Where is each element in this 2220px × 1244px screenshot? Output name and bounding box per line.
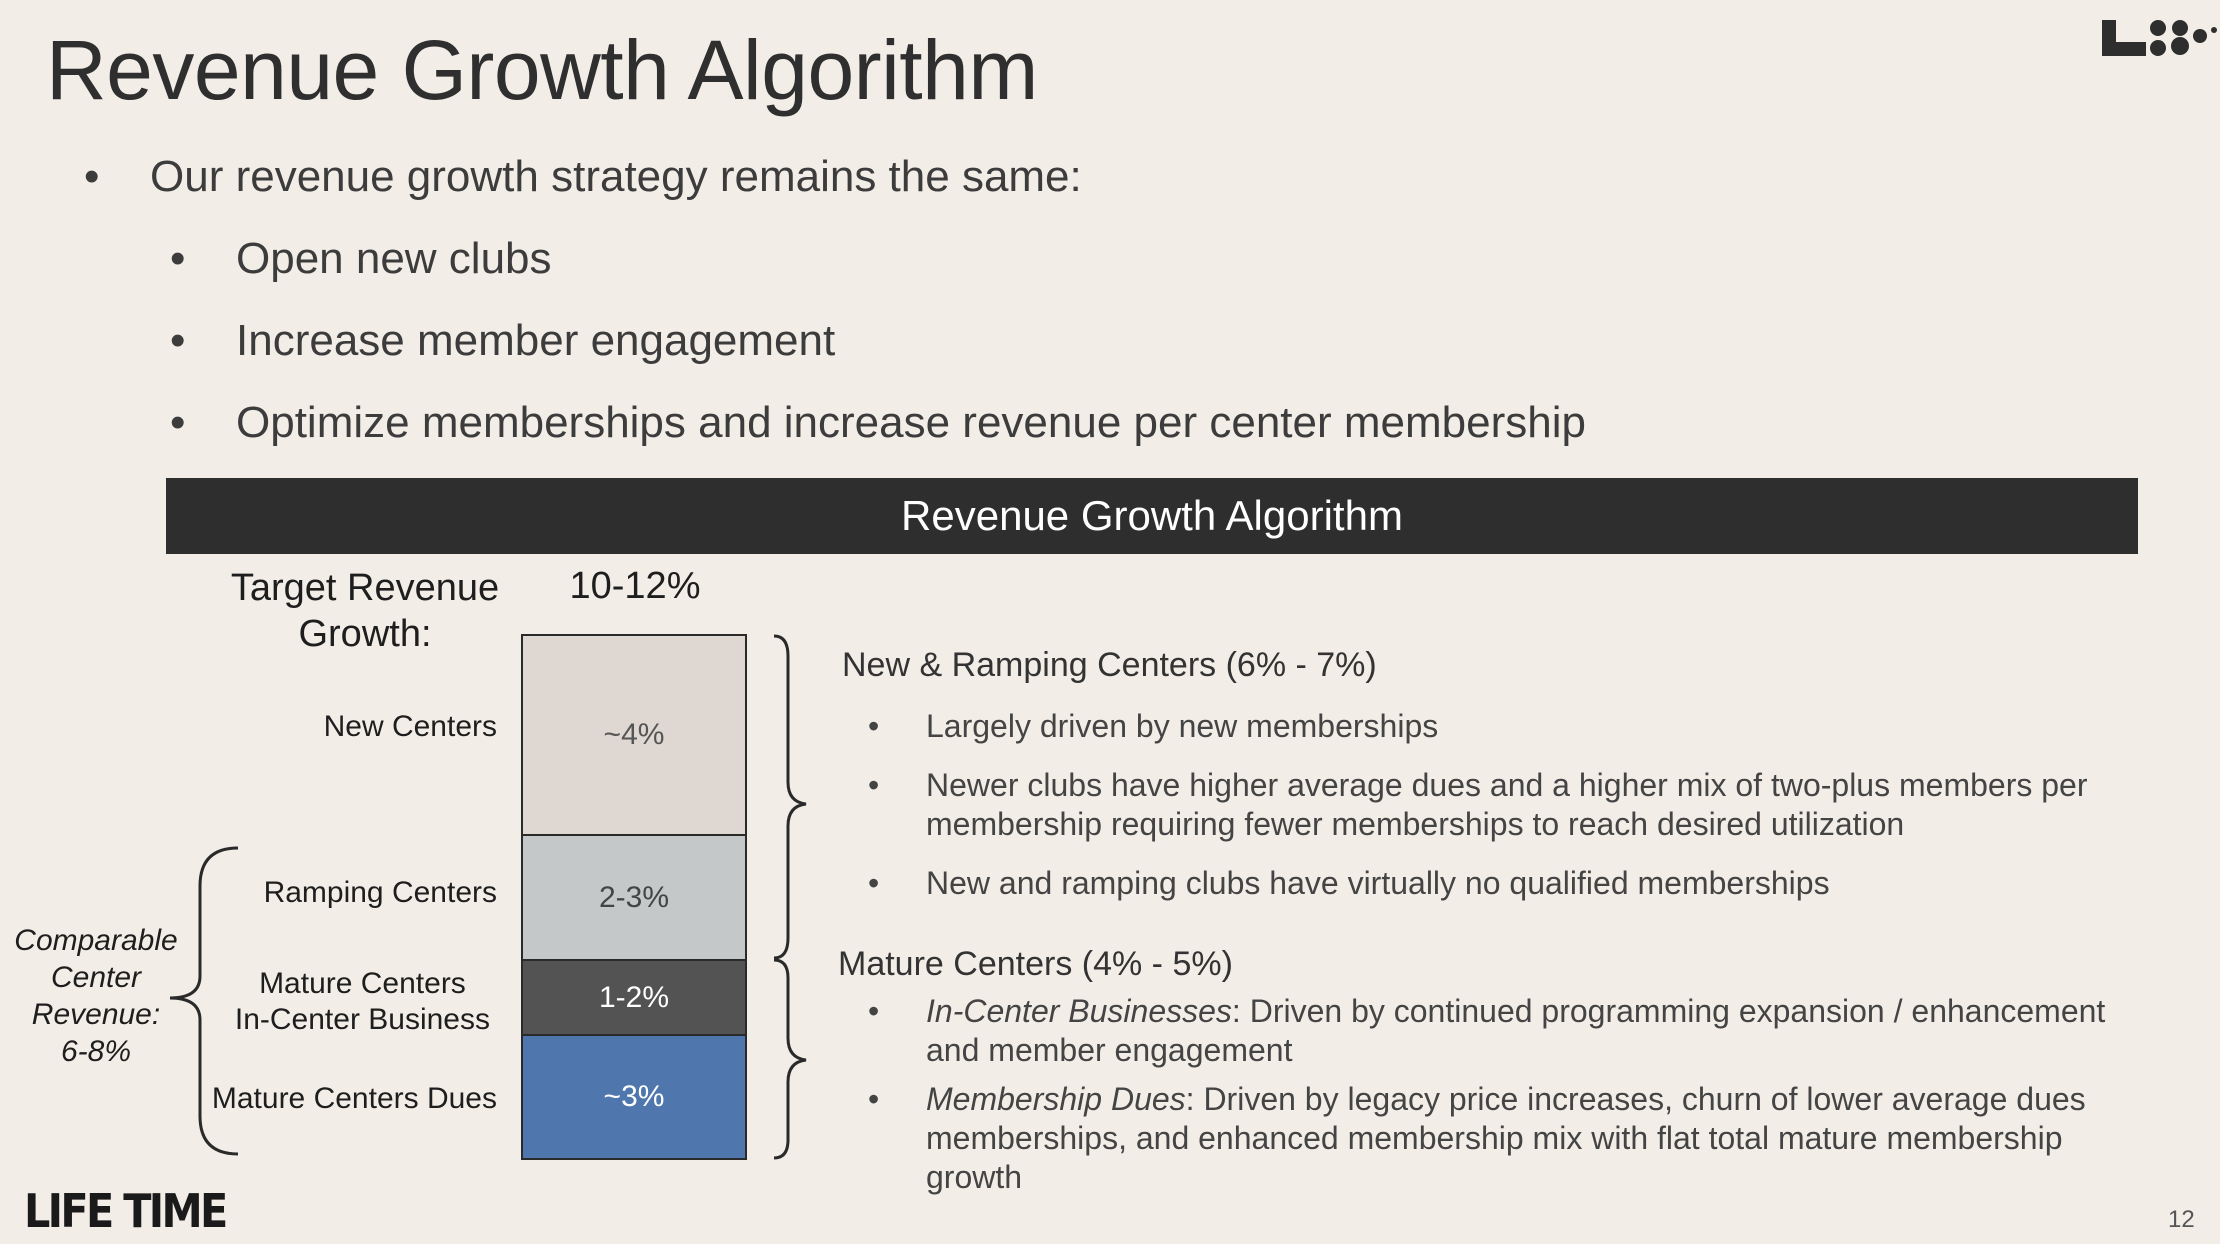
row-label-mature-in-center: Mature Centers In-Center Business [235,966,490,1038]
row-label-line: Mature Centers [259,967,466,1000]
list-item-emphasis: In-Center Businesses [926,993,1232,1029]
segment-value: 1-2% [598,980,670,1014]
list-item: • Largely driven by new memberships [868,707,2126,746]
list-item-emphasis: Membership Dues [926,1081,1186,1117]
list-item-text: New and ramping clubs have virtually no … [926,865,1830,901]
section-banner: Revenue Growth Algorithm [166,478,2138,554]
new-ramping-heading: New & Ramping Centers (6% - 7%) [842,646,1377,684]
list-item-text: Open new clubs [236,234,552,283]
bullet-icon: • [170,316,186,365]
list-item: • Newer clubs have higher average dues a… [868,766,2116,844]
brand-mark-icon [2102,20,2217,56]
intro-lead-text: Our revenue growth strategy remains the … [150,152,1082,201]
target-revenue-label: Target Revenue Growth: [205,565,525,657]
stack-segment-mature-in-center: 1-2% [521,959,747,1036]
bullet-icon: • [868,993,880,1029]
list-item: • Optimize memberships and increase reve… [170,398,1586,448]
right-brace-icon [773,958,807,1160]
page-title: Revenue Growth Algorithm [46,23,1038,117]
row-label-new-centers: New Centers [323,710,497,743]
left-brace-icon [169,846,239,1156]
list-item-text: Largely driven by new memberships [926,708,1439,744]
bullet-icon: • [868,708,880,744]
segment-value: 2-3% [598,880,670,914]
row-label-mature-dues: Mature Centers Dues [211,1082,497,1115]
list-item-text: : Driven by legacy price increases, chur… [926,1081,2086,1195]
intro-lead: • Our revenue growth strategy remains th… [84,152,1082,202]
stack-segment-ramping-centers: 2-3% [521,834,747,961]
page-number: 12 [2168,1206,2195,1233]
target-label-line: Target Revenue [230,567,500,609]
list-item-text: Optimize memberships and increase revenu… [236,398,1586,447]
mature-heading: Mature Centers (4% - 5%) [838,945,1233,983]
stack-segment-mature-dues: ~3% [521,1034,747,1160]
list-item: • In-Center Businesses: Driven by contin… [868,992,2116,1070]
comparable-line: Center [50,961,142,994]
right-brace-icon [773,634,807,960]
bullet-icon: • [868,1081,880,1117]
row-label-ramping-centers: Ramping Centers [263,876,497,909]
list-item-text: : Driven by continued programming expans… [926,993,2106,1068]
bullet-icon: • [84,152,100,201]
list-item: • Increase member engagement [170,316,835,366]
list-item: • Membership Dues: Driven by legacy pric… [868,1080,2116,1197]
segment-value: ~3% [603,1080,665,1113]
comparable-revenue-label: Comparable Center Revenue: 6-8% [8,922,184,1070]
lifetime-logo: LIFE TIME [24,1184,228,1238]
stack-segment-new-centers: ~4% [521,634,747,836]
segment-value: ~4% [603,718,665,751]
list-item-text: Newer clubs have higher average dues and… [926,767,2088,842]
bullet-icon: • [868,865,880,901]
bullet-icon: • [170,398,186,447]
target-revenue-value: 10-12% [569,565,701,607]
list-item: • Open new clubs [170,234,552,284]
comparable-line: Revenue: [31,998,161,1031]
row-label-line: In-Center Business [234,1003,490,1036]
comparable-line: Comparable [14,924,178,957]
bullet-icon: • [868,767,880,803]
target-label-line: Growth: [298,613,432,655]
bullet-icon: • [170,234,186,283]
comparable-line: 6-8% [60,1035,132,1068]
list-item: • New and ramping clubs have virtually n… [868,864,2126,903]
list-item-text: Increase member engagement [236,316,836,365]
